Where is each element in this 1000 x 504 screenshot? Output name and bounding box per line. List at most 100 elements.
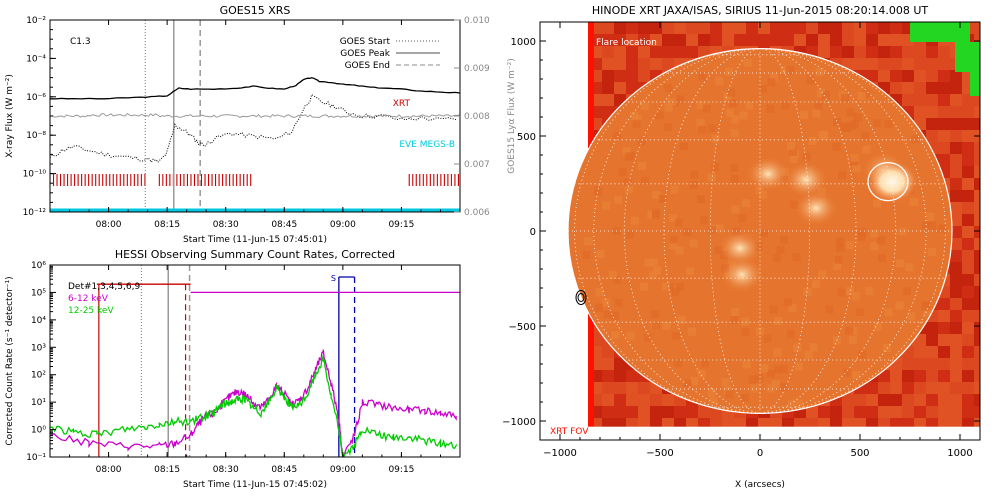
disk-texture-tile [909, 197, 918, 206]
goes-x-tick-label: 08:30 [213, 220, 239, 230]
disk-texture-tile [852, 164, 861, 173]
disk-texture-tile [679, 142, 688, 151]
bright-region-0 [746, 156, 790, 192]
xrt-bad-pixels [910, 22, 970, 42]
xrt-pixel-tile [794, 34, 806, 46]
disk-texture-tile [759, 85, 768, 94]
goes-y2label: GOES15 Lyα Flux (W m⁻²) [507, 58, 517, 174]
disk-texture-tile [818, 270, 827, 279]
xrt-pixel-tile [950, 358, 962, 370]
disk-texture-tile [725, 67, 734, 76]
xrt-pixel-tile [614, 58, 626, 70]
xrt-pixel-tile [974, 358, 980, 370]
disk-texture-tile [662, 321, 671, 330]
disk-texture-tile [651, 310, 660, 319]
disk-texture-tile [812, 109, 821, 118]
disk-texture-tile [741, 328, 750, 337]
disk-texture-tile [667, 98, 676, 107]
disk-texture-tile [673, 358, 682, 367]
xrt-pixel-tile [974, 226, 980, 238]
xrt-pixel-tile [686, 22, 698, 34]
goes-y-tick-label: 10⁻⁶ [26, 93, 46, 103]
disk-texture-tile [689, 239, 698, 248]
xrt-pixel-tile [626, 70, 638, 82]
xrt-pixel-tile [614, 22, 626, 34]
disk-texture-tile [612, 275, 621, 284]
xrt-pixel-tile [878, 58, 890, 70]
disk-texture-tile [833, 118, 842, 127]
xrt-pixel-tile [950, 346, 962, 358]
disk-texture-tile [837, 288, 846, 297]
disk-texture-tile [643, 333, 652, 342]
hessi-xlabel: Start Time (11-Jun-15 07:45:02) [183, 480, 327, 490]
xrt-pixel-tile [974, 166, 980, 178]
xrt-pixel-tile [950, 118, 962, 130]
xrt-pixel-tile [974, 394, 980, 406]
disk-texture-tile [677, 315, 686, 324]
xrt-pixel-tile [962, 274, 974, 286]
disk-texture-tile [884, 119, 893, 128]
disk-texture-tile [715, 76, 724, 85]
xrt-pixel-tile [914, 358, 926, 370]
xrt-pixel-tile [854, 394, 866, 406]
disk-texture-tile [834, 255, 843, 264]
xrt-pixel-tile [962, 310, 974, 322]
xrt-pixel-tile [890, 58, 902, 70]
xrt-pixel-tile [962, 358, 974, 370]
xrt-pixel-tile [602, 370, 614, 382]
xrt-pixel-tile [890, 370, 902, 382]
hinode-x-tick-label: 1000 [947, 448, 972, 459]
disk-texture-tile [937, 224, 946, 233]
xrt-pixel-tile [770, 34, 782, 46]
xrt-pixel-tile [662, 406, 674, 418]
disk-texture-tile [683, 228, 692, 237]
goes-lya-line [50, 112, 460, 119]
xrt-pixel-tile [974, 106, 980, 118]
xrt-pixel-tile [818, 22, 830, 34]
disk-texture-tile [653, 266, 662, 275]
flare-glow [866, 159, 918, 204]
xrt-bad-pixels [970, 60, 980, 96]
disk-texture-tile [730, 164, 739, 173]
disk-texture-tile [911, 135, 920, 144]
disk-texture-tile [741, 317, 750, 326]
bright-region-2 [794, 190, 838, 227]
xrt-pixel-tile [914, 94, 926, 106]
disk-texture-tile [594, 187, 603, 196]
xrt-pixel-tile [686, 46, 698, 58]
xrt-pixel-tile [686, 34, 698, 46]
xrt-pixel-tile [950, 202, 962, 214]
disk-texture-tile [626, 230, 635, 239]
hessi-y-tick-label: 10³ [31, 343, 46, 353]
hessi-x-tick-label: 08:30 [213, 465, 239, 475]
goes-x-tick-label: 08:15 [154, 220, 180, 230]
hinode-y-tick-label: 1000 [511, 37, 536, 48]
xrt-pixel-tile [782, 22, 794, 34]
disk-texture-tile [774, 316, 783, 325]
xrt-pixel-tile [926, 358, 938, 370]
disk-texture-tile [671, 288, 680, 297]
xrt-pixel-tile [878, 22, 890, 34]
contour-mark [575, 290, 587, 305]
disk-texture-tile [760, 229, 769, 238]
goes-y2-tick-label: 0.009 [464, 64, 490, 74]
disk-texture-tile [787, 141, 796, 150]
xrt-pixel-tile [914, 370, 926, 382]
xrt-pixel-tile [962, 382, 974, 394]
disk-texture-tile [902, 287, 911, 296]
bright-region-1 [784, 161, 828, 198]
xrt-pixel-tile [938, 118, 950, 130]
disk-texture-tile [665, 282, 674, 291]
xrt-pixel-tile [614, 406, 626, 418]
xrt-pixel-tile [770, 22, 782, 34]
disk-texture-tile [776, 245, 785, 254]
xrt-pixel-tile [962, 202, 974, 214]
hinode-title: HINODE XRT JAXA/ISAS, SIRIUS 11-Jun-2015… [592, 4, 929, 17]
xrt-pixel-tile [974, 34, 980, 46]
xrt-pixel-tile [698, 46, 710, 58]
xrt-pixel-tile [974, 406, 980, 418]
disk-texture-tile [637, 161, 646, 170]
xrt-pixel-tile [914, 394, 926, 406]
disk-texture-tile [711, 162, 720, 171]
disk-texture-tile [738, 214, 747, 223]
